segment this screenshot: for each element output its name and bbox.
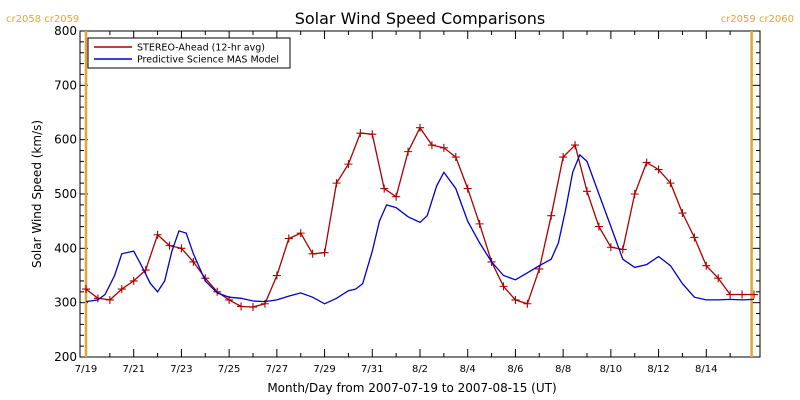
y-tick-label: 200 (54, 350, 77, 364)
legend: STEREO-Ahead (12-hr avg)Predictive Scien… (87, 37, 291, 69)
data-point-marker (165, 241, 174, 250)
data-point-marker (499, 282, 508, 291)
series-line (85, 153, 755, 305)
data-point-marker (439, 143, 448, 152)
x-tick-label: 7/25 (218, 364, 240, 375)
data-point-marker (296, 229, 305, 238)
x-tick-label: 7/21 (122, 364, 144, 375)
data-point-marker (392, 192, 401, 201)
data-point-marker (213, 287, 222, 296)
data-point-marker (702, 261, 711, 270)
series-line (85, 126, 754, 308)
data-point-marker (678, 209, 687, 218)
data-point-marker (332, 179, 341, 188)
x-tick-label: 8/14 (695, 364, 717, 375)
data-point-marker (666, 179, 675, 188)
data-point-marker (82, 285, 90, 294)
x-tick-label: 7/29 (313, 364, 335, 375)
chart-title: Solar Wind Speed Comparisons (295, 9, 546, 28)
x-tick-label: 8/10 (600, 364, 622, 375)
data-point-marker (177, 244, 186, 253)
data-point-marker (105, 295, 114, 304)
data-point-marker (284, 234, 293, 243)
data-point-marker (356, 129, 365, 138)
x-tick-label: 7/19 (75, 364, 97, 375)
x-tick-label: 8/6 (507, 364, 523, 375)
x-tick-label: 8/2 (412, 364, 428, 375)
data-point-marker (404, 147, 413, 156)
carrington-markers: cr2058 cr2059 cr2059 cr2060 (6, 14, 794, 357)
data-point-marker (547, 211, 556, 220)
y-axis-label: Solar Wind Speed (km/s) (30, 120, 44, 268)
y-tick-label: 300 (54, 296, 77, 310)
x-tick-label: 7/31 (361, 364, 383, 375)
data-point-marker (416, 123, 424, 132)
data-point-marker (690, 233, 699, 242)
data-point-marker (594, 222, 603, 231)
x-tick-label: 8/4 (460, 364, 476, 375)
x-tick-label: 8/8 (555, 364, 571, 375)
carrington-label: cr2059 cr2060 (721, 14, 794, 25)
data-point-marker (308, 249, 317, 258)
x-tick-label: 7/27 (266, 364, 288, 375)
data-point-marker (153, 230, 162, 239)
data-point-marker (427, 141, 436, 150)
data-point-marker (654, 165, 663, 174)
data-point-marker (380, 184, 389, 193)
data-point-marker (750, 290, 758, 299)
data-point-marker (237, 302, 246, 311)
carrington-label: cr2058 cr2059 (6, 14, 79, 25)
data-point-marker (451, 153, 460, 162)
data-point-marker (189, 257, 198, 266)
legend-label: Predictive Science MAS Model (137, 55, 279, 66)
y-tick-label: 500 (54, 187, 77, 201)
data-point-marker (272, 271, 281, 280)
data-point-marker (117, 285, 126, 294)
data-point-marker (368, 130, 377, 139)
data-point-marker (129, 276, 138, 285)
data-point-marker (320, 248, 329, 257)
data-point-marker (559, 153, 568, 162)
data-point-marker (618, 245, 627, 254)
legend-box (87, 37, 291, 69)
data-point-marker (511, 295, 520, 304)
data-point-marker (475, 219, 484, 228)
data-point-marker (606, 243, 615, 252)
series-layer (82, 123, 758, 312)
y-tick-label: 800 (54, 24, 77, 38)
x-tick-label: 7/23 (170, 364, 192, 375)
data-point-marker (642, 158, 651, 167)
data-point-marker (630, 190, 639, 198)
plot-frame (79, 30, 761, 358)
data-point-marker (249, 303, 257, 312)
x-tick-label: 8/12 (647, 364, 669, 375)
data-point-marker (726, 290, 735, 299)
y-tick-label: 600 (54, 133, 77, 147)
data-point-marker (344, 160, 353, 169)
y-tick-label: 400 (54, 241, 77, 255)
x-axis-label: Month/Day from 2007-07-19 to 2007-08-15 … (267, 381, 556, 395)
data-point-marker (738, 290, 747, 299)
data-point-marker (463, 184, 472, 193)
y-tick-label: 700 (54, 78, 77, 92)
data-point-marker (523, 299, 532, 308)
axis-ticks: 200 300 400 500 600 700 800 7/19 7/21 7/23 7/25 7/2… (54, 24, 760, 375)
legend-label: STEREO-Ahead (12-hr avg) (137, 43, 265, 54)
data-point-marker (714, 274, 723, 283)
data-point-marker (583, 187, 591, 196)
data-point-marker (571, 141, 580, 150)
